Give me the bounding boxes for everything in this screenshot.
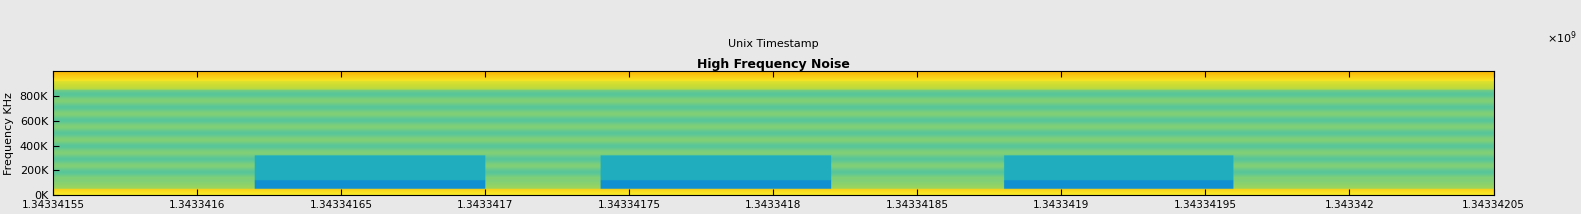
- Y-axis label: Frequency KHz: Frequency KHz: [5, 92, 14, 175]
- Title: High Frequency Noise: High Frequency Noise: [697, 58, 849, 71]
- Text: Unix Timestamp: Unix Timestamp: [727, 39, 819, 49]
- Text: $\times10^9$: $\times10^9$: [1546, 30, 1576, 46]
